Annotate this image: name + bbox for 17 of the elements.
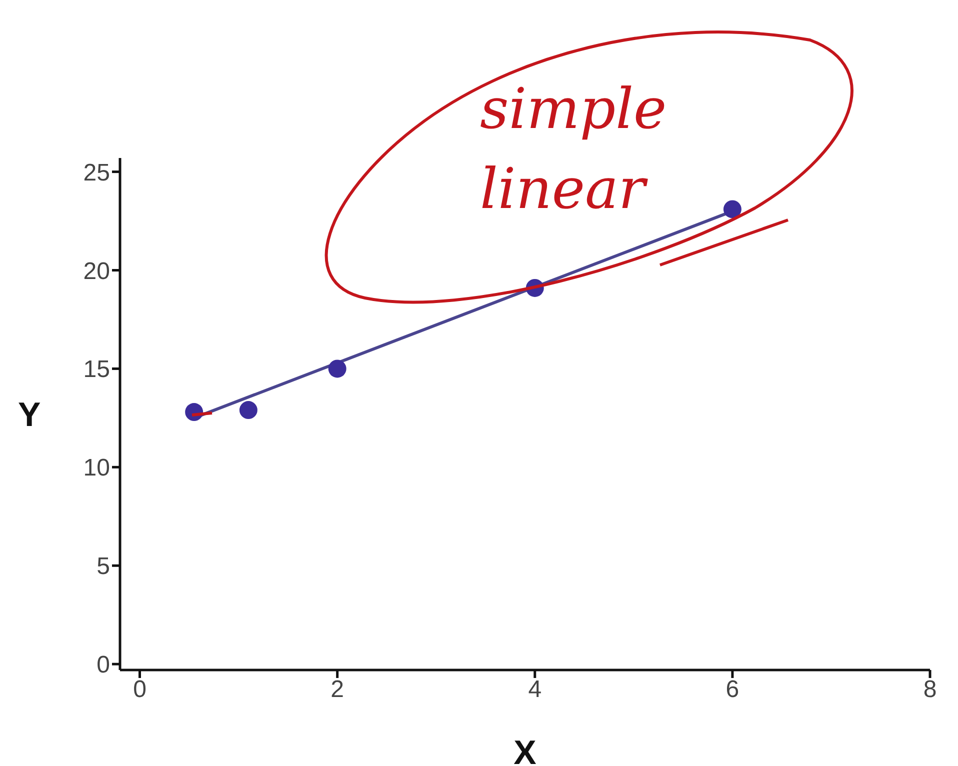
y-tick-label: 20: [83, 258, 110, 285]
x-tick-label: 2: [330, 676, 344, 704]
y-tick-label: 25: [83, 159, 110, 186]
point: [239, 401, 258, 420]
x-axis-title: X: [514, 734, 537, 766]
y-axis-title: Y: [18, 396, 41, 434]
point: [328, 360, 346, 378]
x-tick-label: 6: [726, 676, 740, 704]
point: [723, 200, 742, 218]
y-tick-label: 5: [96, 553, 110, 580]
x-tick-label: 8: [923, 676, 937, 704]
x-tick-label: 0: [133, 676, 146, 704]
y-tick-label: 10: [83, 454, 110, 482]
annotation: simple linear: [480, 76, 668, 224]
y-tick-label: 15: [83, 356, 110, 384]
y-tick-label: 0: [96, 652, 110, 679]
x-tick-label: 4: [528, 676, 542, 704]
